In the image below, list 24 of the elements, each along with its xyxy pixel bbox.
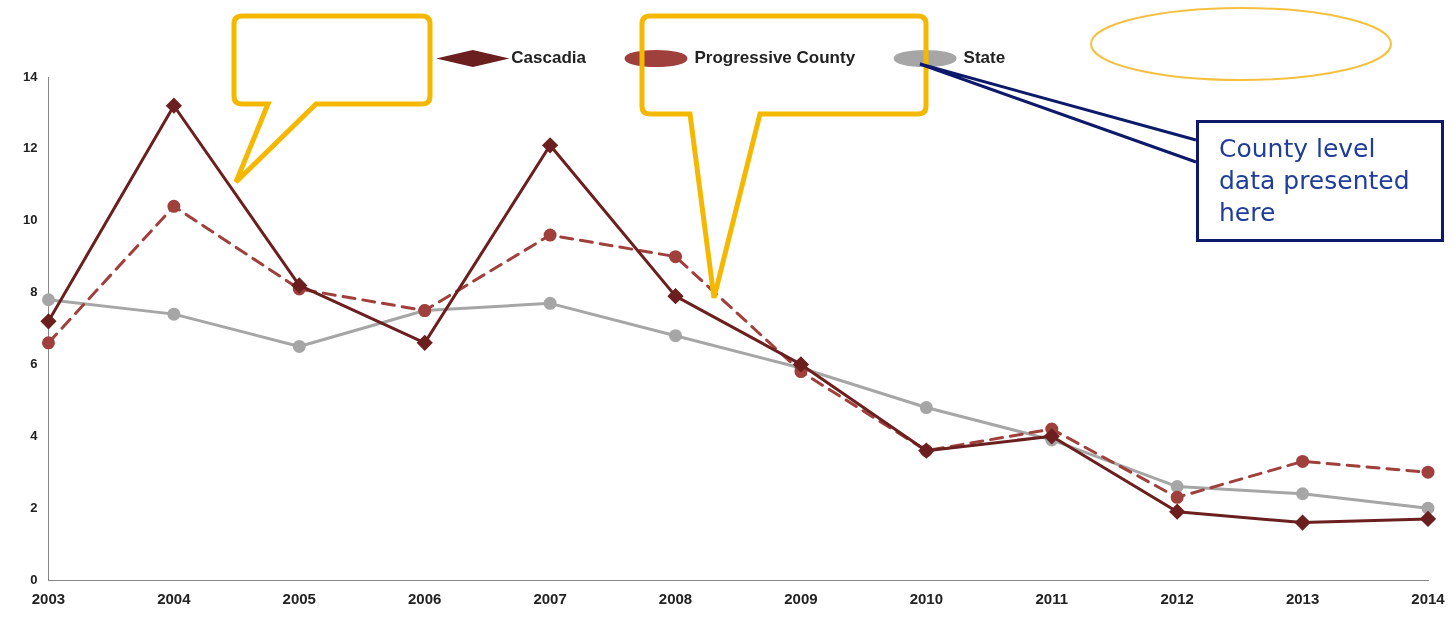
x-tick-label: 2008 <box>658 590 693 608</box>
legend-label: Cascadia <box>511 48 587 68</box>
x-tick-label: 2011 <box>1035 590 1069 608</box>
x-tick-label: 2013 <box>1285 590 1320 608</box>
legend-label: Progressive County <box>694 48 856 68</box>
x-tick-label: 2009 <box>784 590 818 608</box>
x-tick-label: 2012 <box>1160 590 1194 608</box>
x-tick-label: 2014 <box>1411 590 1446 608</box>
y-tick-label: 10 <box>22 212 38 228</box>
x-tick-label: 2006 <box>408 590 442 608</box>
x-tick-label: 2007 <box>533 590 567 608</box>
annotation: County level data presented here <box>1219 133 1411 229</box>
x-tick-label: 2005 <box>282 590 316 608</box>
legend-label: State <box>963 48 1006 68</box>
x-tick-label: 2010 <box>909 590 944 608</box>
y-tick-label: 0 <box>30 571 38 587</box>
y-tick-label: 4 <box>30 427 39 443</box>
x-tick-label: 2003 <box>31 590 66 608</box>
x-tick-label: 2004 <box>157 590 192 608</box>
y-tick-label: 6 <box>30 356 38 372</box>
y-tick-label: 8 <box>30 284 38 300</box>
y-tick-label: 12 <box>22 140 38 156</box>
y-tick-label: 2 <box>30 499 38 515</box>
y-tick-label: 14 <box>22 68 39 84</box>
